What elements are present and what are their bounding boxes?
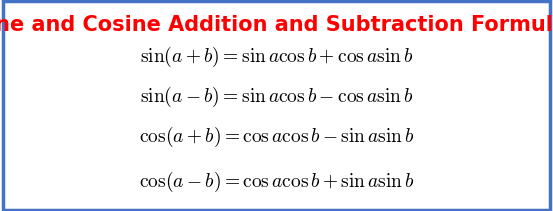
FancyBboxPatch shape xyxy=(3,1,550,210)
Text: $\cos(a-b) = \cos a\cos b + \sin a\sin b$: $\cos(a-b) = \cos a\cos b + \sin a\sin b… xyxy=(139,169,414,193)
Text: $\sin(a+b) = \sin a\cos b + \cos a\sin b$: $\sin(a+b) = \sin a\cos b + \cos a\sin b… xyxy=(140,45,413,69)
Text: Sine and Cosine Addition and Subtraction Formulas: Sine and Cosine Addition and Subtraction… xyxy=(0,15,553,35)
Text: $\sin(a-b) = \sin a\cos b - \cos a\sin b$: $\sin(a-b) = \sin a\cos b - \cos a\sin b… xyxy=(140,85,413,109)
Text: $\cos(a+b) = \cos a\cos b - \sin a\sin b$: $\cos(a+b) = \cos a\cos b - \sin a\sin b… xyxy=(139,125,414,149)
